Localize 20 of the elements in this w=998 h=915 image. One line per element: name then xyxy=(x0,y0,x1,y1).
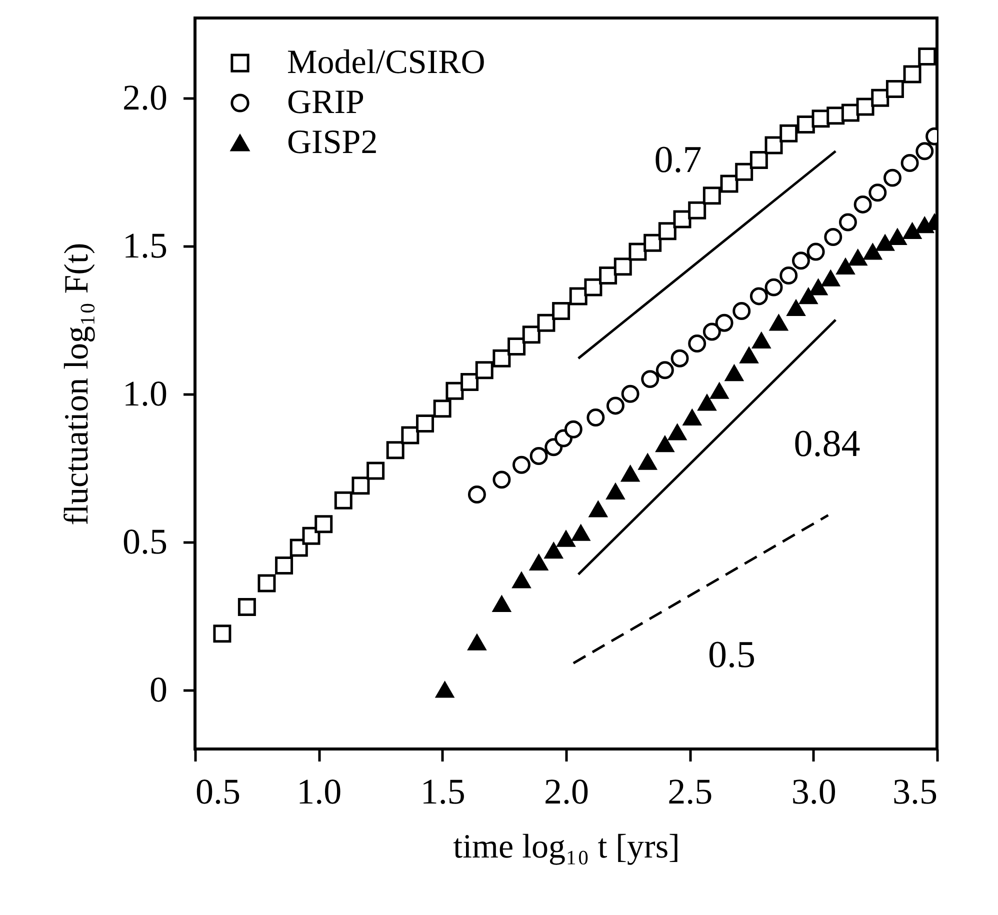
annotation: 0.84 xyxy=(794,423,860,466)
x-axis-title: time log₁₀ t [yrs] xyxy=(453,828,680,866)
annotation: 0.5 xyxy=(708,634,756,676)
x-tick-label: 2.5 xyxy=(668,772,713,812)
x-tick-label: 0.5 xyxy=(196,772,240,812)
y-tick-label: 2.0 xyxy=(122,77,168,118)
y-tick-label: 1.5 xyxy=(122,225,168,266)
y-tick-label: 0 xyxy=(150,669,168,710)
legend-label: GRIP xyxy=(287,84,364,121)
x-tick-label: 2.0 xyxy=(544,772,589,812)
legend-label: Model/CSIRO xyxy=(287,44,486,81)
annotation: 0.7 xyxy=(654,138,702,181)
legend-label: GISP2 xyxy=(287,124,378,161)
x-tick-label: 3.0 xyxy=(791,772,836,812)
x-tick-label: 1.5 xyxy=(420,772,466,812)
y-tick-label: 1.0 xyxy=(122,373,168,414)
y-tick-label: 0.5 xyxy=(122,521,168,562)
x-tick-label: 1.0 xyxy=(296,772,342,812)
x-tick-label: 3.5 xyxy=(892,772,938,812)
y-axis-title: fluctuation log₁₀ F(t) xyxy=(58,242,96,526)
